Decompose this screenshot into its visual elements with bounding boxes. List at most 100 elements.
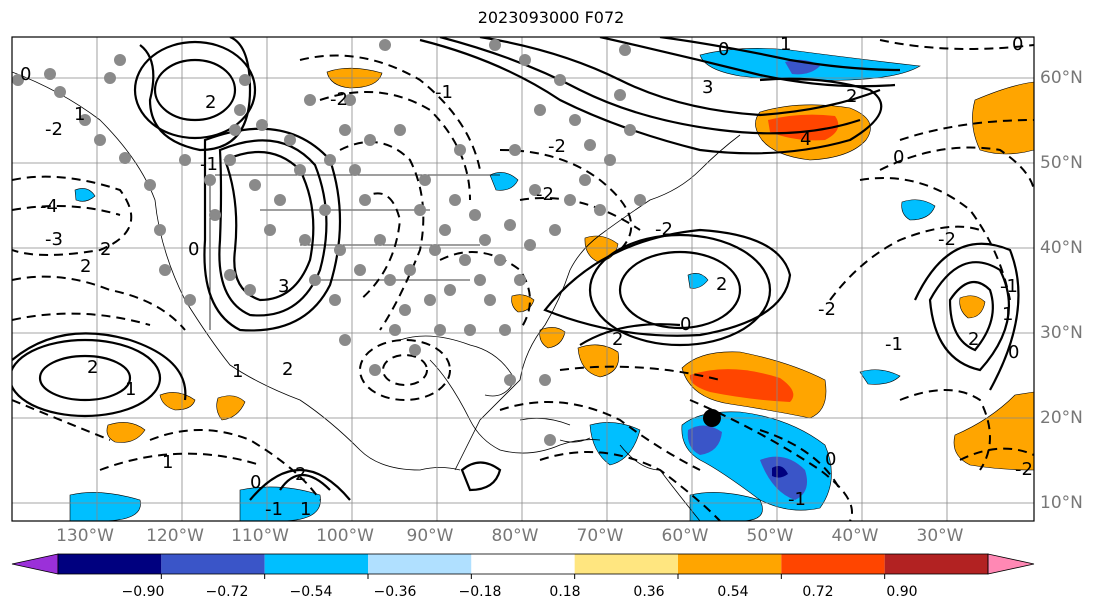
contour-label: 2 [295, 464, 306, 485]
contour-label: 0 [250, 472, 261, 493]
cool-region [687, 425, 722, 455]
contour-label: -3 [45, 229, 63, 250]
lon-label: 70°W [576, 526, 624, 546]
contour-label: 1 [74, 104, 85, 125]
cool-region [901, 199, 936, 221]
contour-label: -2 [45, 119, 63, 140]
lat-label: 50°N [1040, 153, 1083, 173]
contour-label: 1 [780, 34, 791, 55]
colorbar-tick: 0.36 [633, 584, 665, 600]
contour-label: -2 [330, 89, 348, 110]
warm-region [972, 81, 1034, 155]
lon-label: 50°W [746, 526, 794, 546]
colorbar-tick: −0.18 [458, 584, 502, 600]
colorbar-extend-high [987, 553, 1035, 575]
contour-label: 2 [612, 329, 623, 350]
station-dots [12, 39, 646, 446]
contour-label: 0 [825, 449, 836, 470]
warm-region [216, 395, 246, 421]
contour-label: 1 [125, 379, 136, 400]
colorbar-tick: 0.90 [886, 584, 918, 600]
lon-label: 110°W [231, 526, 289, 546]
contour-label: -1 [885, 334, 903, 355]
lat-label: 60°N [1040, 68, 1083, 88]
dashed-contours [12, 39, 1034, 521]
lon-label: 130°W [56, 526, 114, 546]
contour-label: -4 [40, 196, 58, 217]
contour-label: 0 [680, 314, 691, 335]
solid-contours [12, 37, 1020, 501]
colorbar-segment [368, 554, 472, 574]
colorbar-tick: −0.90 [121, 584, 165, 600]
colorbar-segment [471, 554, 575, 574]
cool-region [74, 188, 96, 202]
contour-label: 0 [1012, 34, 1023, 55]
contour-label: -2 [938, 229, 956, 250]
colorbar-tick: 0.54 [717, 584, 749, 600]
colorbar-tick: 0.72 [802, 584, 834, 600]
lon-label: 120°W [146, 526, 204, 546]
contour-label: -1 [265, 499, 283, 520]
colorbar-segment [781, 554, 885, 574]
colorbar-segment [58, 554, 162, 574]
contour-label: 0 [20, 64, 31, 85]
contour-label: -2 [655, 219, 673, 240]
colorbar-segment [264, 554, 368, 574]
contour-label: 0 [1008, 342, 1019, 363]
colorbar-segment [678, 554, 782, 574]
lon-label: 90°W [406, 526, 454, 546]
contour-label: 3 [702, 77, 713, 98]
cool-region [760, 456, 808, 500]
contour-label: 2 [205, 92, 216, 113]
warm-region [577, 344, 619, 378]
contour-label: 1 [1002, 304, 1013, 325]
colorbar-extend-low [11, 553, 59, 575]
contour-label: -2 [818, 299, 836, 320]
lat-label: 10°N [1040, 493, 1083, 513]
colorbar-segment [161, 554, 265, 574]
lon-label: 80°W [491, 526, 539, 546]
contour-label: 2 [282, 359, 293, 380]
colorbar-tick: −0.72 [205, 584, 249, 600]
colorbar-tick: −0.54 [289, 584, 333, 600]
contour-label: 4 [800, 129, 811, 150]
contour-label: 2 [716, 274, 727, 295]
contour-label: -1 [435, 82, 453, 103]
storm-center-marker [703, 409, 721, 427]
colorbar-tick: 0.18 [549, 584, 581, 600]
warm-region [953, 391, 1034, 471]
contour-label: -2 [1015, 459, 1033, 480]
contour-labels: 0 0 1 3 2 4 -2 2 1 -2 -3 -4 2 -1 -2 2 3 … [20, 34, 1033, 520]
colorbar-tick: −0.36 [373, 584, 417, 600]
colorbar [11, 553, 1035, 579]
contour-label: -1 [200, 154, 218, 175]
contour-label: 2 [87, 357, 98, 378]
contour-label: 3 [278, 276, 289, 297]
lat-label: 20°N [1040, 408, 1083, 428]
lat-label: 30°N [1040, 323, 1083, 343]
cool-region [859, 369, 901, 385]
contour-label: 1 [232, 361, 243, 382]
contour-label: -1 [1000, 276, 1018, 297]
lon-label: 40°W [831, 526, 879, 546]
contour-label: 1 [162, 452, 173, 473]
warm-region [959, 295, 986, 319]
cool-region [589, 422, 641, 466]
contour-label: 2 [968, 329, 979, 350]
contour-label: 0 [188, 239, 199, 260]
map-frame [11, 36, 1035, 522]
contour-label: 0 [893, 147, 904, 168]
contour-label: -1 [788, 489, 806, 510]
lat-label: 40°N [1040, 238, 1083, 258]
cool-region [489, 172, 519, 191]
contour-label: 1 [300, 499, 311, 520]
colorbar-segment [884, 554, 988, 574]
colorbar-outline [57, 553, 989, 575]
contour-label: 2 [80, 256, 91, 277]
map-title: 2023093000 F072 [477, 8, 625, 27]
contour-label: 2 [100, 239, 111, 260]
contour-label: -2 [536, 184, 554, 205]
colorbar-segment [574, 554, 678, 574]
contour-label: 2 [846, 86, 857, 107]
graticule [12, 37, 1034, 521]
